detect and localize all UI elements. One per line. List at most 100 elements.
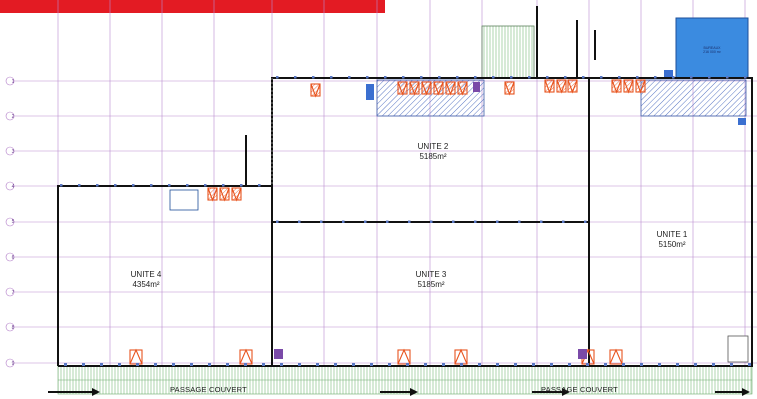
dock-wedge [544, 79, 555, 94]
dock-wedge [611, 79, 622, 94]
dock [433, 81, 444, 95]
row-label-3: 3 [11, 149, 15, 155]
door-marker [226, 363, 229, 366]
door-markers [60, 76, 751, 366]
door-marker [240, 184, 243, 187]
dock [609, 349, 623, 365]
unit-area: 5150m² [658, 240, 686, 249]
door-marker [474, 76, 477, 79]
door-marker [408, 220, 411, 223]
flow-arrow-head [742, 388, 750, 396]
door-marker [298, 220, 301, 223]
door-marker [258, 184, 261, 187]
header-bar [0, 0, 385, 13]
door-marker [132, 184, 135, 187]
row-label-4: 4 [11, 184, 15, 190]
gray-fixture [727, 335, 749, 363]
door-marker [514, 363, 517, 366]
door-marker [546, 76, 549, 79]
door-marker [316, 363, 319, 366]
dock-wedge [635, 79, 646, 94]
door-marker [100, 363, 103, 366]
unit-name: UNITE 4 [130, 270, 162, 279]
door-marker [430, 220, 433, 223]
door-marker [208, 363, 211, 366]
door-marker [388, 363, 391, 366]
grid-bubble [5, 287, 15, 297]
door-marker [78, 184, 81, 187]
door-marker [82, 363, 85, 366]
door-marker [186, 184, 189, 187]
door-marker [622, 363, 625, 366]
loading-docks [129, 79, 646, 365]
purple-fixture [274, 349, 283, 359]
door-marker [330, 76, 333, 79]
row-label-2: 2 [11, 114, 15, 120]
door-marker [456, 76, 459, 79]
door-marker [294, 76, 297, 79]
unit-area: 5185m² [419, 152, 447, 161]
door-marker [370, 363, 373, 366]
dock-wedge [129, 348, 143, 365]
dock [611, 79, 622, 93]
blue-fixture [366, 84, 374, 100]
dock [219, 187, 230, 201]
unit-name: UNITE 2 [417, 142, 449, 151]
door-marker [312, 76, 315, 79]
grid-bubble [5, 146, 15, 156]
dock-wedge [421, 81, 432, 96]
door-marker [60, 184, 63, 187]
dock-wedge [567, 79, 578, 94]
door-marker [550, 363, 553, 366]
unit-name: UNITE 3 [415, 270, 447, 279]
dock-wedge [310, 83, 321, 98]
door-marker [114, 184, 117, 187]
door-marker [280, 363, 283, 366]
door-marker [600, 76, 603, 79]
door-marker [492, 76, 495, 79]
door-marker [708, 76, 711, 79]
door-marker [154, 363, 157, 366]
row-label-7: 7 [11, 290, 15, 296]
dock [445, 81, 456, 95]
door-marker [460, 363, 463, 366]
hatched-zone-unit1 [640, 79, 747, 117]
door-marker [510, 76, 513, 79]
dock [457, 81, 468, 95]
purple-fixture [473, 82, 480, 92]
door-marker [672, 76, 675, 79]
dock-wedge [231, 187, 242, 202]
dock [556, 79, 567, 93]
door-marker [694, 363, 697, 366]
dock-wedge [556, 79, 567, 94]
dock [623, 79, 634, 93]
row-label-8: 8 [11, 325, 15, 331]
door-marker [582, 76, 585, 79]
grid-bubble [5, 322, 15, 332]
door-marker [136, 363, 139, 366]
grid-bubble [5, 76, 15, 86]
dock [207, 187, 218, 201]
door-marker [496, 220, 499, 223]
door-marker [562, 220, 565, 223]
door-marker [438, 76, 441, 79]
door-marker [342, 220, 345, 223]
door-marker [402, 76, 405, 79]
door-marker [658, 363, 661, 366]
unit-4-label: UNITE 4 4354m² [122, 270, 170, 290]
door-marker [564, 76, 567, 79]
dock [421, 81, 432, 95]
dock-wedge [457, 81, 468, 96]
passage-label: PASSAGE COUVERT [170, 385, 247, 394]
grid-bubble [5, 358, 15, 368]
door-marker [654, 76, 657, 79]
flow-arrows [48, 388, 750, 396]
door-marker [744, 76, 747, 79]
dock-wedge [207, 187, 218, 202]
dock [239, 349, 253, 365]
door-marker [320, 220, 323, 223]
row-label-5: 5 [11, 219, 15, 225]
door-marker [748, 363, 751, 366]
dock [544, 79, 555, 93]
door-marker [334, 363, 337, 366]
